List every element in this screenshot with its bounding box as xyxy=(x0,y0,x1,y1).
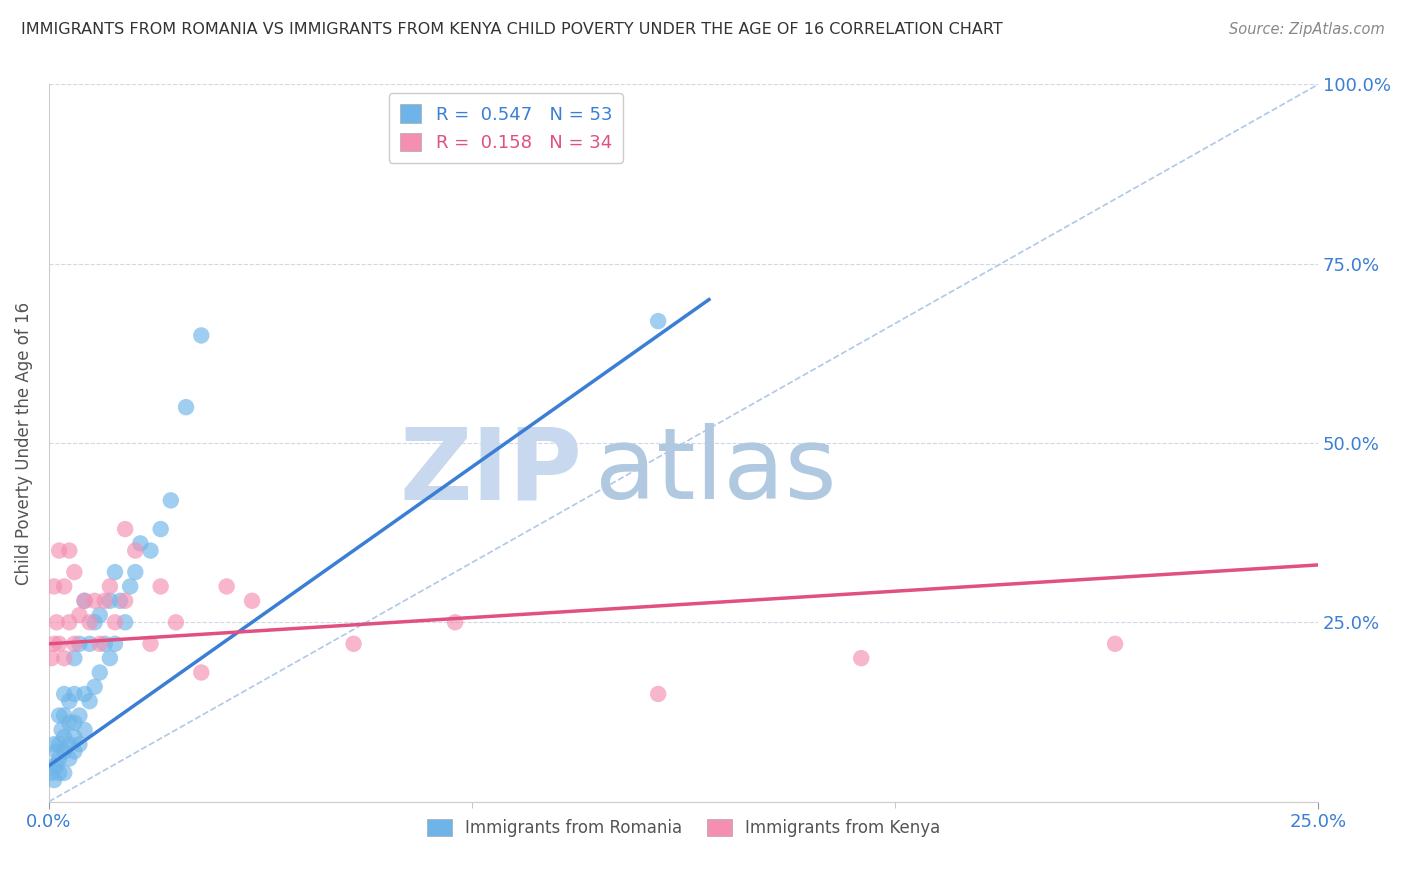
Point xyxy=(120,579,142,593)
Point xyxy=(48,737,70,751)
Point xyxy=(114,615,136,630)
Point xyxy=(41,765,63,780)
Point xyxy=(98,579,121,593)
Point xyxy=(114,522,136,536)
Point xyxy=(79,637,101,651)
Point xyxy=(89,608,111,623)
Point xyxy=(104,565,127,579)
Point xyxy=(342,637,364,651)
Point xyxy=(58,543,80,558)
Point xyxy=(42,637,65,651)
Point xyxy=(58,715,80,730)
Point xyxy=(48,637,70,651)
Point xyxy=(58,737,80,751)
Point xyxy=(647,687,669,701)
Point xyxy=(42,773,65,788)
Point xyxy=(73,594,96,608)
Point xyxy=(108,594,131,608)
Point xyxy=(174,400,197,414)
Point xyxy=(114,594,136,608)
Point xyxy=(48,765,70,780)
Point xyxy=(73,687,96,701)
Point xyxy=(63,687,86,701)
Point xyxy=(63,651,86,665)
Point xyxy=(89,637,111,651)
Point xyxy=(63,637,86,651)
Point xyxy=(67,637,90,651)
Point xyxy=(104,615,127,630)
Point xyxy=(79,615,101,630)
Point xyxy=(94,637,117,651)
Point xyxy=(58,615,80,630)
Point xyxy=(53,730,76,744)
Point xyxy=(73,723,96,737)
Point xyxy=(215,579,238,593)
Point xyxy=(51,723,73,737)
Text: IMMIGRANTS FROM ROMANIA VS IMMIGRANTS FROM KENYA CHILD POVERTY UNDER THE AGE OF : IMMIGRANTS FROM ROMANIA VS IMMIGRANTS FR… xyxy=(21,22,1002,37)
Point xyxy=(139,543,162,558)
Legend: Immigrants from Romania, Immigrants from Kenya: Immigrants from Romania, Immigrants from… xyxy=(420,812,948,844)
Point xyxy=(79,694,101,708)
Point xyxy=(83,594,105,608)
Point xyxy=(58,751,80,765)
Point xyxy=(83,615,105,630)
Point xyxy=(1104,637,1126,651)
Point xyxy=(149,522,172,536)
Point xyxy=(63,565,86,579)
Point xyxy=(94,594,117,608)
Point xyxy=(190,328,212,343)
Point xyxy=(647,314,669,328)
Point xyxy=(851,651,873,665)
Point xyxy=(53,708,76,723)
Point xyxy=(48,751,70,765)
Point xyxy=(67,608,90,623)
Point xyxy=(83,680,105,694)
Point xyxy=(58,694,80,708)
Point xyxy=(63,715,86,730)
Point xyxy=(41,651,63,665)
Point xyxy=(63,730,86,744)
Point xyxy=(63,744,86,758)
Point xyxy=(98,594,121,608)
Point xyxy=(129,536,152,550)
Text: ZIP: ZIP xyxy=(399,423,582,520)
Point xyxy=(42,579,65,593)
Point xyxy=(48,708,70,723)
Y-axis label: Child Poverty Under the Age of 16: Child Poverty Under the Age of 16 xyxy=(15,301,32,584)
Point xyxy=(42,758,65,772)
Point xyxy=(45,615,67,630)
Point xyxy=(149,579,172,593)
Text: Source: ZipAtlas.com: Source: ZipAtlas.com xyxy=(1229,22,1385,37)
Text: atlas: atlas xyxy=(595,423,837,520)
Point xyxy=(124,565,146,579)
Point xyxy=(165,615,187,630)
Point xyxy=(45,744,67,758)
Point xyxy=(98,651,121,665)
Point xyxy=(53,687,76,701)
Point xyxy=(67,708,90,723)
Point xyxy=(53,579,76,593)
Point xyxy=(53,744,76,758)
Point xyxy=(48,543,70,558)
Point xyxy=(45,758,67,772)
Point xyxy=(104,637,127,651)
Point xyxy=(73,594,96,608)
Point xyxy=(124,543,146,558)
Point xyxy=(67,737,90,751)
Point xyxy=(444,615,467,630)
Point xyxy=(190,665,212,680)
Point xyxy=(42,737,65,751)
Point xyxy=(53,765,76,780)
Point xyxy=(159,493,181,508)
Point xyxy=(139,637,162,651)
Point xyxy=(53,651,76,665)
Point xyxy=(240,594,263,608)
Point xyxy=(89,665,111,680)
